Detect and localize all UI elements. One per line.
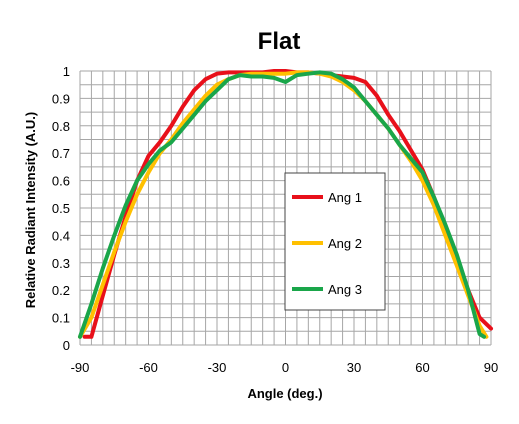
legend-label-3: Ang 3 — [328, 282, 362, 297]
y-tick-label: 1 — [63, 64, 70, 79]
chart-title: Flat — [258, 28, 301, 55]
x-tick-label: -90 — [71, 360, 90, 375]
y-tick-label: 0.8 — [52, 119, 70, 134]
x-tick-label: 0 — [282, 360, 289, 375]
y-tick-label: 0.6 — [52, 174, 70, 189]
x-tick-label: 60 — [415, 360, 429, 375]
y-tick-label: 0.5 — [52, 201, 70, 216]
series-line-3 — [78, 70, 487, 339]
y-axis-label: Relative Radiant Intensity (A.U.) — [23, 112, 38, 308]
y-tick-label: 0 — [63, 338, 70, 353]
x-axis-ticks: -90 -60 -30 0 30 60 90 — [71, 360, 499, 375]
legend-label-2: Ang 2 — [328, 236, 362, 251]
series-lines — [78, 69, 493, 339]
y-tick-label: 0.2 — [52, 283, 70, 298]
x-tick-label: -60 — [139, 360, 158, 375]
x-tick-label: 30 — [347, 360, 361, 375]
series-line-2 — [78, 70, 489, 339]
legend: Ang 1 Ang 2 Ang 3 — [284, 172, 386, 311]
legend-label-1: Ang 1 — [328, 190, 362, 205]
y-tick-label: 0.1 — [52, 311, 70, 326]
x-tick-label: -30 — [208, 360, 227, 375]
y-tick-label: 0.4 — [52, 228, 70, 243]
y-tick-label: 0.3 — [52, 256, 70, 271]
y-axis-ticks: 0 0.1 0.2 0.3 0.4 0.5 0.6 0.7 0.8 0.9 1 — [52, 64, 70, 353]
x-axis-label: Angle (deg.) — [247, 386, 322, 401]
y-tick-label: 0.7 — [52, 146, 70, 161]
x-tick-label: 90 — [484, 360, 498, 375]
y-tick-label: 0.9 — [52, 91, 70, 106]
